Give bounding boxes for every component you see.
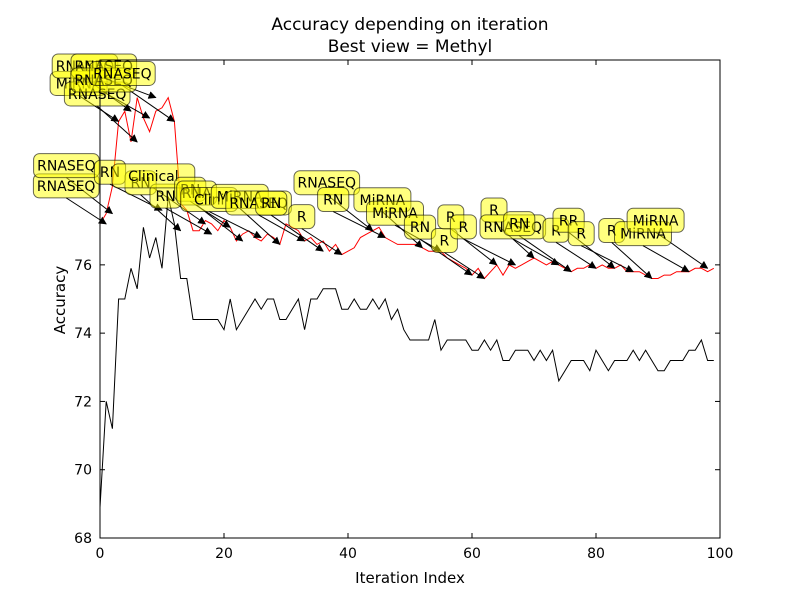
annotation-arrow	[301, 228, 343, 256]
annotation-box	[317, 187, 350, 213]
annotation-arrow	[580, 245, 634, 273]
annotation-text: RN	[410, 220, 430, 236]
y-tick-label: 74	[74, 326, 92, 342]
x-axis-label: Iteration Index	[355, 569, 465, 587]
annotation-box	[403, 214, 437, 240]
annotation-box	[89, 60, 156, 86]
x-tick-label: 20	[215, 546, 233, 562]
annotation-text: RNASEQ	[37, 179, 96, 195]
tick-layer: 0 20 40 60 80 100 68 70 72 74 76	[74, 60, 733, 562]
annotation-text: RN	[323, 193, 343, 209]
annotation-label: RN	[149, 183, 182, 209]
x-tick-label: 80	[587, 546, 605, 562]
annotation-label: RN	[503, 211, 536, 237]
annotation-label: MiRNA	[626, 207, 685, 233]
annotation-arrow	[444, 252, 486, 279]
annotation-label: RN	[403, 214, 437, 240]
annotation-arrow	[419, 238, 473, 276]
plot-area	[100, 60, 720, 538]
annotation-box	[626, 207, 685, 233]
annotation-arrow	[96, 105, 138, 143]
annotation-arrow	[140, 194, 182, 232]
chart-subtitle: Best view = Methyl	[328, 37, 493, 57]
y-tick-label: 76	[74, 258, 92, 274]
annotation-label: R	[449, 214, 477, 240]
x-tick-label: 100	[707, 546, 734, 562]
x-tick-label: 60	[463, 546, 481, 562]
annotation-arrow	[463, 238, 517, 266]
annotation-text: RNASEQ	[93, 66, 152, 82]
annotation-text: RNASEQ	[37, 159, 96, 175]
annotation-boxes: MiRNARNASEQRNASEQRNASEQRNASEQRNASEQRNASE…	[32, 53, 685, 254]
annotation-text: R	[607, 224, 617, 240]
annotation-label: R	[288, 204, 316, 230]
annotation-arrow	[270, 214, 324, 252]
annotation-text: Clinical	[128, 169, 178, 185]
annotation-text: R	[489, 203, 499, 219]
annotation-text: RN	[261, 196, 281, 212]
annotation-label: RNASEQ	[32, 173, 100, 199]
annotation-arrow	[512, 238, 560, 266]
annotation-box	[288, 204, 316, 230]
annotation-label: Clinical	[111, 163, 196, 189]
annotation-text: R	[459, 220, 469, 236]
x-tick-label: 0	[96, 546, 105, 562]
y-tick-label: 70	[74, 463, 92, 479]
annotation-arrow	[332, 211, 386, 238]
annotation-label: RN	[255, 190, 288, 216]
x-tick-label: 40	[339, 546, 357, 562]
chart-title: Accuracy depending on iteration	[271, 15, 548, 35]
annotation-text: R	[297, 210, 307, 226]
annotation-box	[503, 211, 536, 237]
annotation-text: MiRNA	[633, 213, 679, 229]
annotation-layer: MiRNARNASEQRNASEQRNASEQRNASEQRNASEQRNASE…	[32, 53, 709, 280]
plot-frame	[99, 59, 721, 539]
annotation-label: RNASEQ	[33, 153, 100, 179]
annotation-arrow	[642, 245, 690, 273]
y-tick-label: 68	[74, 531, 92, 547]
annotation-label: RNASEQ	[89, 60, 156, 86]
annotation-arrow	[555, 241, 597, 269]
annotation-box	[567, 221, 595, 247]
annotation-arrow	[258, 214, 306, 242]
annotation-text: R	[576, 227, 586, 243]
annotation-arrow	[208, 211, 262, 238]
annotation-label: R	[567, 221, 595, 247]
y-tick-label: 72	[74, 394, 92, 410]
y-axis-label: Accuracy	[51, 266, 69, 335]
annotation-arrow	[518, 235, 572, 273]
series-line-1	[99, 196, 714, 508]
annotation-text: R	[440, 234, 450, 250]
annotation-text: RN	[509, 217, 529, 233]
annotation-box	[255, 190, 288, 216]
annotation-box	[449, 214, 477, 240]
annotation-arrow	[611, 242, 653, 280]
annotation-arrow	[165, 207, 213, 235]
annotation-box	[111, 163, 196, 189]
annotation-text: RN	[155, 189, 175, 205]
annotation-label: RN	[317, 187, 350, 213]
